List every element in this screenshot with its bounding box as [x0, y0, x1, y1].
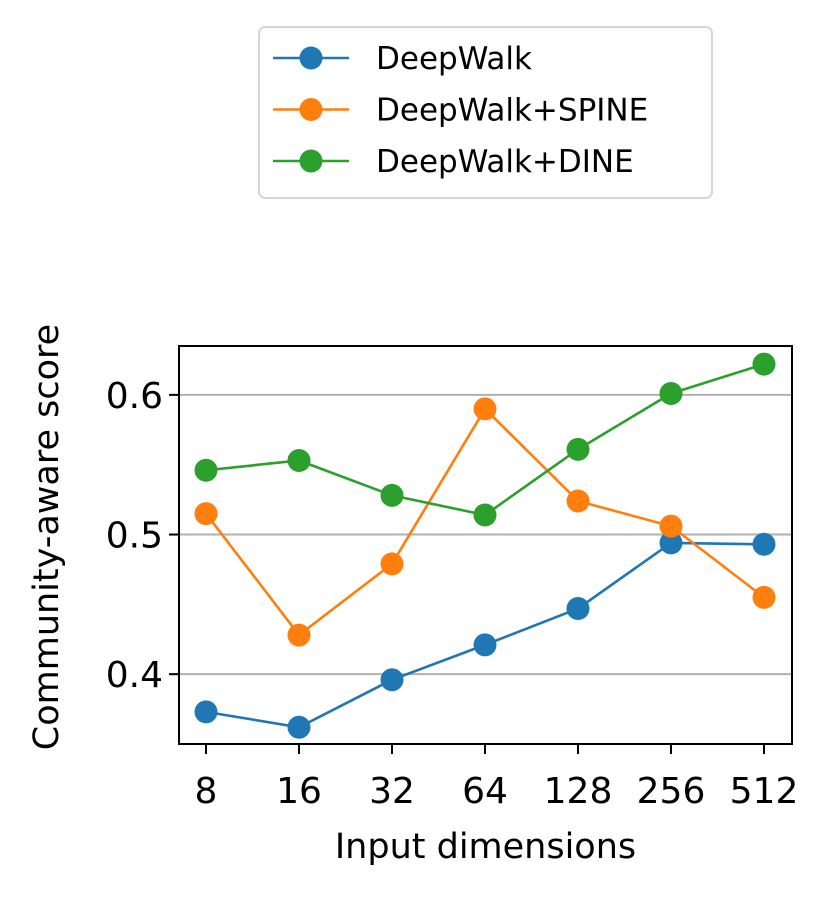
- legend-label: DeepWalk+DINE: [376, 144, 634, 180]
- data-point: [566, 437, 590, 461]
- x-tick-label: 16: [276, 771, 322, 812]
- series-0: [194, 531, 776, 739]
- data-point: [752, 532, 776, 556]
- legend-item: DeepWalk: [273, 41, 532, 77]
- data-point: [659, 514, 683, 538]
- data-point: [566, 597, 590, 621]
- gridlines: [179, 393, 792, 676]
- legend-item: DeepWalk+SPINE: [273, 93, 648, 129]
- data-point: [473, 397, 497, 421]
- x-tick-label: 256: [637, 771, 706, 812]
- legend-marker: [299, 46, 323, 70]
- legend-marker: [299, 149, 323, 173]
- y-tick-label: 0.6: [106, 376, 163, 417]
- data-point: [380, 483, 404, 507]
- data-point: [194, 502, 218, 526]
- data-point: [473, 503, 497, 527]
- axes: 0.4 0.5 0.6 8 16 32 64 128 256 512: [106, 376, 799, 812]
- data-point: [380, 668, 404, 692]
- x-tick-label: 128: [544, 771, 613, 812]
- legend-label: DeepWalk: [376, 41, 532, 77]
- data-point: [194, 700, 218, 724]
- data-point: [287, 449, 311, 473]
- legend-marker: [299, 98, 323, 121]
- legend-box: [258, 26, 713, 199]
- data-point: [473, 633, 497, 657]
- data-point: [752, 585, 776, 609]
- x-tick-label: 8: [195, 771, 218, 812]
- series-2: [194, 352, 776, 527]
- data-point: [659, 531, 683, 555]
- series-1: [194, 397, 776, 647]
- x-tick-label: 32: [369, 771, 415, 812]
- data-point: [752, 352, 776, 376]
- data-point: [380, 552, 404, 576]
- x-tick-label: 512: [730, 771, 799, 812]
- x-axis-label: Input dimensions: [335, 827, 636, 867]
- data-point: [287, 623, 311, 647]
- data-point: [287, 715, 311, 739]
- legend: DeepWalk DeepWalk+SPINE DeepWalk+DINE: [258, 26, 713, 199]
- legend-item: DeepWalk+DINE: [273, 144, 634, 180]
- legend-label: DeepWalk+SPINE: [376, 93, 648, 129]
- data-point: [194, 458, 218, 482]
- data-point: [566, 489, 590, 513]
- x-tick-label: 64: [462, 771, 508, 812]
- series-layer: [194, 352, 776, 739]
- y-axis-label: Community-aware score: [27, 324, 67, 750]
- y-tick-label: 0.5: [106, 516, 163, 557]
- data-point: [659, 381, 683, 405]
- y-tick-label: 0.4: [106, 655, 163, 696]
